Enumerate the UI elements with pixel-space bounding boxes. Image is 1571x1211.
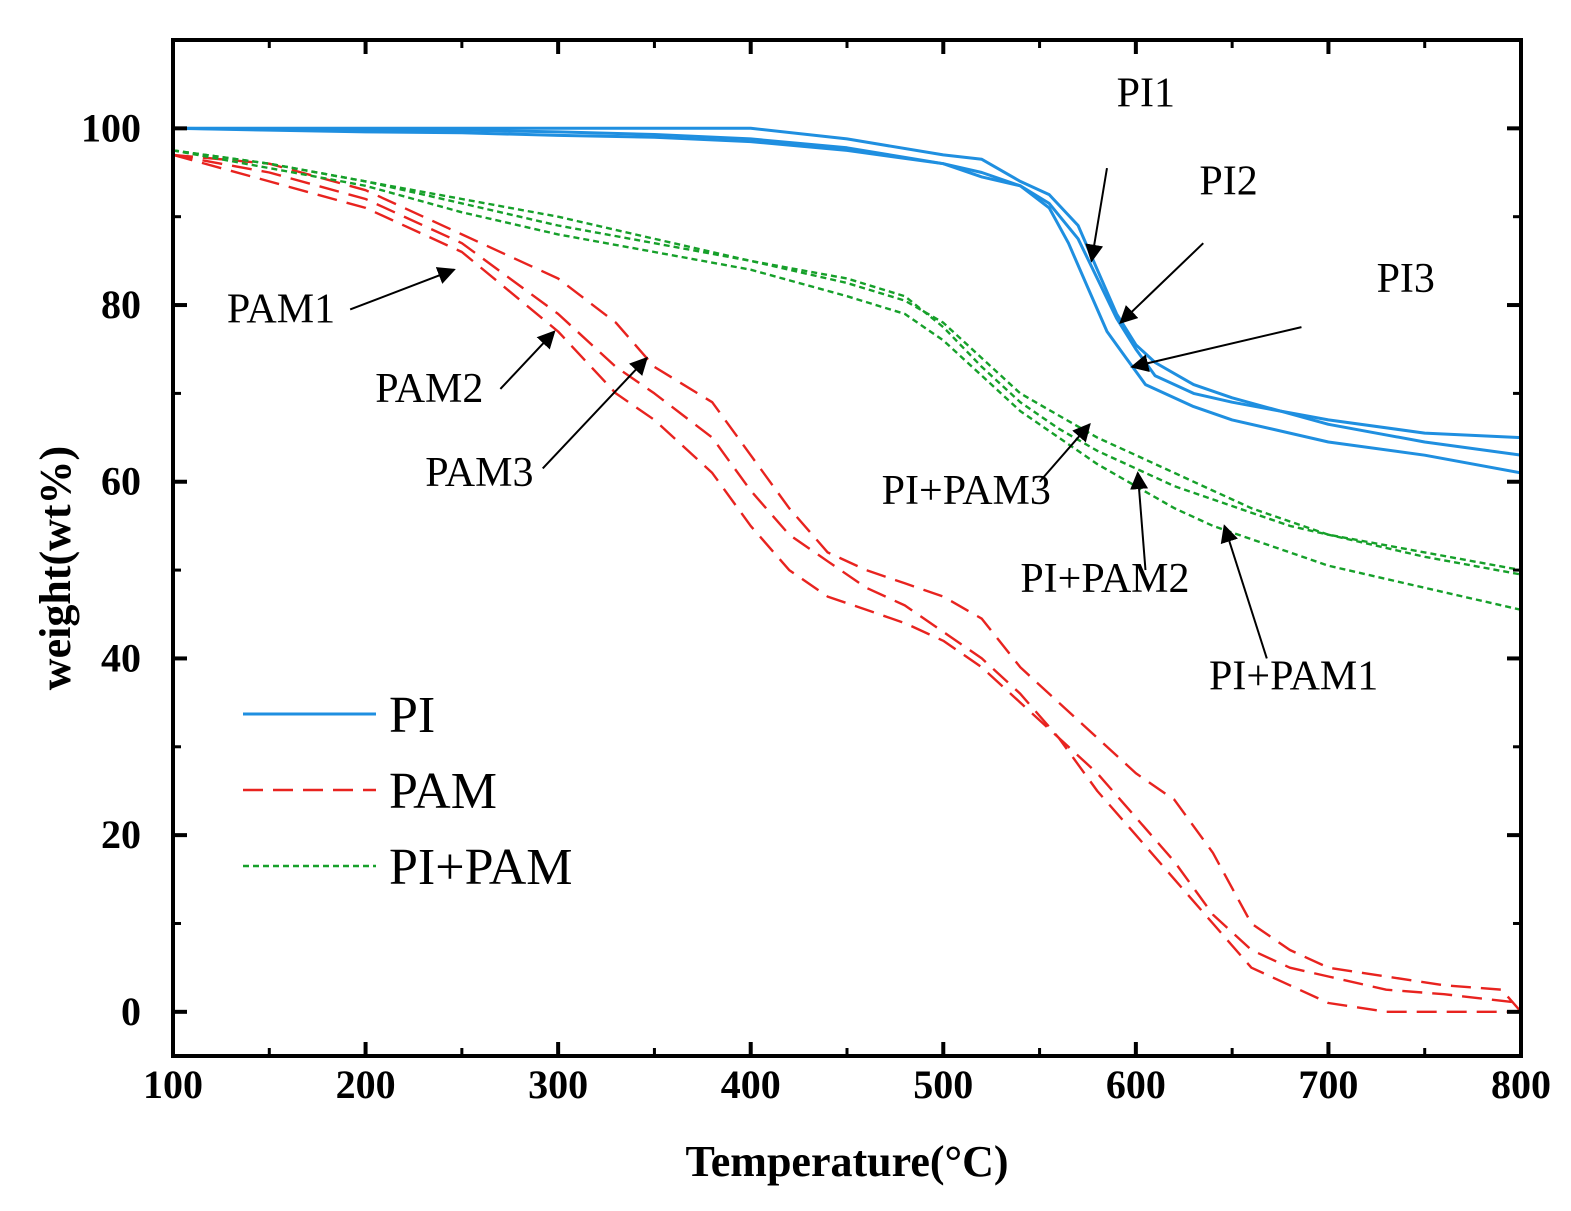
y-axis-title: weight(wt%) bbox=[31, 446, 80, 690]
annotation-arrow bbox=[542, 356, 648, 470]
annotation-label: PAM3 bbox=[425, 450, 533, 496]
annotation-layer: PI1 PI2 PI3 PAM1 PAM2 PAM3 PI+PAM3 PI+PAM2 PI+PA… bbox=[227, 70, 1435, 699]
annotation-arrow bbox=[1085, 167, 1108, 263]
x-tick-label: 300 bbox=[528, 1062, 588, 1107]
annotation-arrow bbox=[349, 267, 456, 311]
annotation-arrow bbox=[1038, 422, 1091, 483]
y-tick-label: 100 bbox=[81, 105, 141, 150]
x-tick-label: 700 bbox=[1298, 1062, 1358, 1107]
annotation-label: PAM2 bbox=[375, 366, 483, 412]
y-tick-label: 20 bbox=[101, 812, 141, 857]
y-tick-label: 40 bbox=[101, 635, 141, 680]
series-line-pam1 bbox=[173, 153, 1521, 1013]
x-tick-label: 400 bbox=[721, 1062, 781, 1107]
annotation-arrow bbox=[1220, 524, 1268, 659]
y-tick-label: 0 bbox=[121, 989, 141, 1034]
annotation-label: PI+PAM1 bbox=[1209, 653, 1378, 699]
annotation-arrow bbox=[1119, 242, 1204, 324]
x-tick-label: 600 bbox=[1106, 1062, 1166, 1107]
series-line-pam2 bbox=[173, 153, 1521, 1005]
x-axis-title: Temperature(°C) bbox=[685, 1137, 1008, 1186]
series-line-pi3 bbox=[173, 126, 1521, 475]
annotation-arrow bbox=[499, 330, 556, 390]
annotation-label: PI3 bbox=[1377, 256, 1435, 302]
series-line-pi-pam1 bbox=[173, 149, 1521, 611]
annotation-label: PI+PAM2 bbox=[1020, 556, 1189, 602]
annotation-label: PI+PAM3 bbox=[882, 468, 1051, 514]
series-line-pi-pam3 bbox=[173, 149, 1521, 572]
y-tick-label: 60 bbox=[101, 459, 141, 504]
legend-label: PI bbox=[389, 687, 435, 744]
annotation-label: PI1 bbox=[1117, 70, 1175, 116]
y-axis: 0 20 40 60 80 100 bbox=[81, 38, 1521, 1034]
annotation-label: PI2 bbox=[1199, 159, 1257, 205]
x-tick-label: 200 bbox=[336, 1062, 396, 1107]
plot-frame bbox=[171, 38, 1523, 1058]
series-line-pi-pam2 bbox=[173, 149, 1521, 576]
legend-label: PAM bbox=[389, 763, 497, 820]
legend-label: PI+PAM bbox=[389, 839, 573, 896]
annotation-arrow bbox=[1130, 471, 1149, 571]
series-line-pi2 bbox=[173, 126, 1521, 457]
series-line-pi1 bbox=[173, 126, 1521, 440]
x-tick-label: 500 bbox=[913, 1062, 973, 1107]
x-tick-label: 100 bbox=[143, 1062, 203, 1107]
annotation-arrow bbox=[1130, 326, 1302, 372]
series-line-pam3 bbox=[173, 153, 1521, 1013]
x-axis: 100 200 300 400 500 600 700 800 bbox=[143, 40, 1551, 1107]
series-layer bbox=[173, 126, 1521, 1013]
y-tick-label: 80 bbox=[101, 282, 141, 327]
annotation-label: PAM1 bbox=[227, 287, 335, 333]
legend: PI PAM PI+PAM bbox=[243, 687, 573, 896]
x-tick-label: 800 bbox=[1491, 1062, 1551, 1107]
